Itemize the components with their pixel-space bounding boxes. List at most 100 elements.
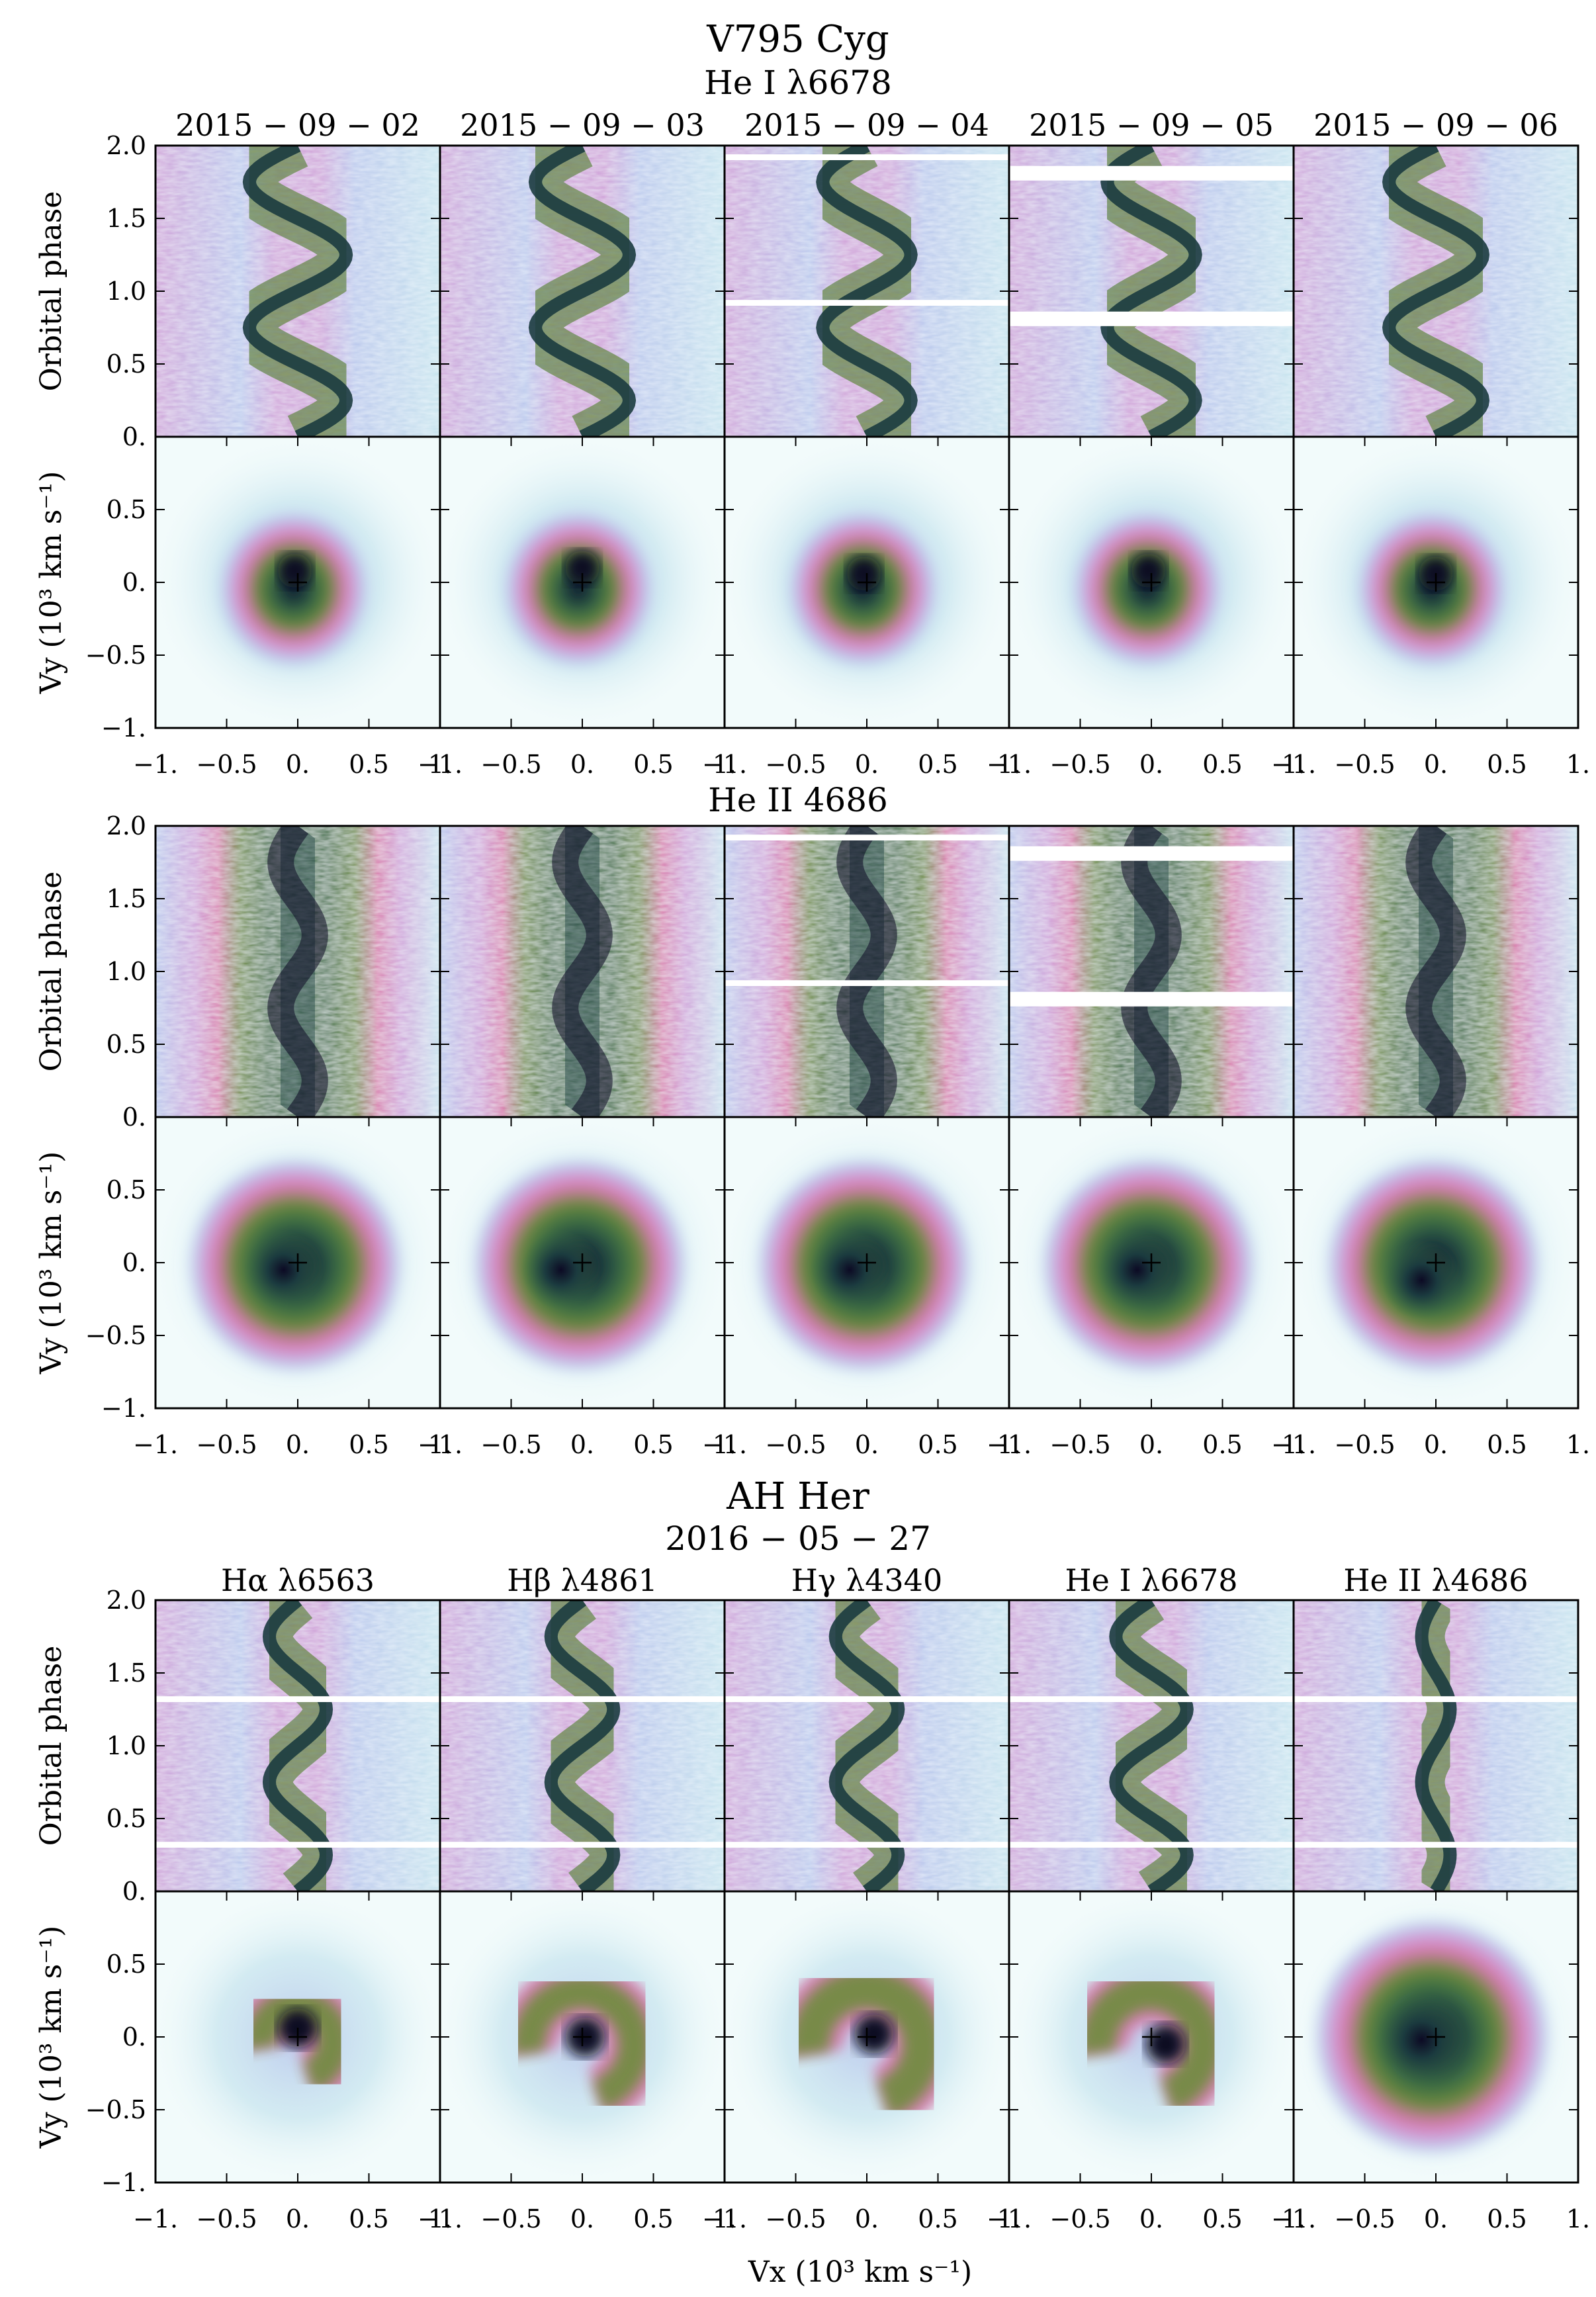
y-tick-label: 0. — [122, 1103, 146, 1132]
data-gap-bar — [155, 1842, 440, 1848]
x-tick-label: 1. — [1282, 750, 1306, 779]
s-wave-core — [1382, 146, 1490, 437]
x-tick-label: −0.5 — [1049, 1430, 1110, 1459]
y-tick-label: 0.5 — [107, 1950, 146, 1979]
y-axis-label-phase: Orbital phase — [34, 191, 68, 392]
x-tick-label: −1. — [702, 1430, 747, 1459]
doppler-map-panel — [725, 437, 1009, 728]
x-tick-label: −1. — [702, 2204, 747, 2233]
y-axis-label-phase: Orbital phase — [34, 1646, 68, 1846]
data-gap-bar — [1294, 1696, 1578, 1702]
trailed-spectrum-panel — [1009, 826, 1294, 1117]
arc-emission-inner — [512, 1975, 652, 2111]
data-gap-bar — [1294, 1842, 1578, 1848]
x-tick-label: −0.5 — [765, 2204, 826, 2233]
trailed-spectrum-panel — [155, 826, 440, 1117]
y-tick-label: −1. — [101, 713, 146, 743]
doppler-map-panel — [1009, 1891, 1294, 2183]
x-axis-label: Vx (10³ km s⁻¹) — [748, 2255, 972, 2289]
y-tick-label: −0.5 — [85, 2095, 146, 2124]
data-gap-bar — [440, 1842, 725, 1848]
x-tick-label: −0.5 — [196, 2204, 257, 2233]
x-tick-label: −0.5 — [1049, 750, 1110, 779]
s-wave-core — [267, 826, 328, 1117]
y-tick-label: 0. — [122, 2022, 146, 2051]
x-tick-label: −1. — [133, 2204, 178, 2233]
peak-emission — [1131, 553, 1166, 588]
peak-emission — [854, 2014, 894, 2054]
data-gap-bar — [1009, 846, 1294, 861]
y-tick-label: 1.0 — [107, 957, 146, 986]
doppler-map-panel — [440, 437, 725, 728]
trailed-spectrum-panel — [1009, 146, 1294, 437]
x-tick-label: 0. — [570, 2204, 594, 2233]
x-tick-label: 0.5 — [633, 2204, 673, 2233]
doppler-map-panel — [1294, 1891, 1578, 2183]
x-tick-label: 0. — [1424, 750, 1448, 779]
y-tick-label: 0.5 — [107, 1804, 146, 1833]
s-wave-core — [816, 146, 918, 437]
x-tick-label: 1. — [1282, 2204, 1306, 2233]
x-tick-label: 1. — [997, 750, 1021, 779]
x-tick-label: −0.5 — [480, 2204, 541, 2233]
x-tick-label: 0.5 — [1487, 750, 1527, 779]
x-tick-label: 0.5 — [918, 2204, 957, 2233]
x-tick-label: 0. — [1424, 2204, 1448, 2233]
x-tick-label: −1. — [418, 750, 463, 779]
arc-emission-inner — [1079, 1973, 1222, 2113]
y-tick-label: 0.5 — [107, 1175, 146, 1204]
x-tick-label: −0.5 — [765, 750, 826, 779]
x-tick-label: −1. — [1271, 2204, 1316, 2233]
data-gap-bar — [440, 1696, 725, 1702]
y-tick-label: 0.5 — [107, 495, 146, 524]
x-tick-label: 0.5 — [1202, 2204, 1242, 2233]
x-tick-label: −0.5 — [196, 1430, 257, 1459]
disc-emission — [1070, 509, 1225, 669]
trailed-spectrum-panel — [725, 826, 1009, 1117]
x-tick-label: 0.5 — [1202, 750, 1242, 779]
x-tick-label: 0. — [1424, 1430, 1448, 1459]
doppler-map-panel — [1294, 1117, 1578, 1408]
disc-emission — [501, 509, 656, 669]
x-tick-label: −1. — [987, 1430, 1032, 1459]
x-tick-label: −1. — [133, 1430, 178, 1459]
data-gap-bar — [725, 154, 1009, 160]
trailed-spectrum-panel — [440, 1600, 725, 1891]
title-ahher: AH Her — [726, 1475, 869, 1518]
peak-emission — [1375, 1993, 1468, 2087]
trailed-spectrum-panel — [440, 146, 725, 437]
x-tick-label: −0.5 — [765, 1430, 826, 1459]
x-tick-label: 0. — [570, 750, 594, 779]
y-tick-label: 1.0 — [107, 277, 146, 306]
x-tick-label: −1. — [1271, 750, 1316, 779]
x-tick-label: 0. — [286, 750, 310, 779]
x-tick-label: 0.5 — [633, 750, 673, 779]
x-tick-label: −1. — [133, 750, 178, 779]
doppler-map-panel — [1294, 437, 1578, 728]
x-tick-label: 1. — [713, 1430, 736, 1459]
data-gap-bar — [725, 834, 1009, 840]
x-tick-label: −0.5 — [1334, 750, 1395, 779]
x-tick-label: 0. — [286, 1430, 310, 1459]
data-gap-bar — [1009, 165, 1294, 181]
x-tick-label: 1. — [1566, 1430, 1590, 1459]
y-tick-label: 1.5 — [107, 1658, 146, 1688]
column-label: He II λ4686 — [1343, 1562, 1528, 1598]
column-label: 2015 − 09 − 03 — [460, 107, 705, 143]
x-tick-label: 0.5 — [349, 2204, 388, 2233]
y-axis-label-phase: Orbital phase — [34, 872, 68, 1072]
title-he1-6678: He I λ6678 — [704, 64, 892, 102]
x-tick-label: −0.5 — [1049, 2204, 1110, 2233]
x-tick-label: 1. — [428, 1430, 452, 1459]
disc-emission — [216, 509, 371, 669]
x-tick-label: 0.5 — [349, 1430, 388, 1459]
trailed-spectrum-panel — [725, 146, 1009, 437]
title-he2-4686: He II 4686 — [708, 781, 888, 819]
trailed-spectrum-panel — [1294, 146, 1578, 437]
y-tick-label: −0.5 — [85, 1321, 146, 1350]
s-wave-core — [1405, 826, 1466, 1117]
data-gap-bar — [725, 300, 1009, 306]
peak-emission — [244, 1230, 324, 1310]
x-tick-label: 0.5 — [918, 750, 957, 779]
y-tick-label: 2.0 — [107, 131, 146, 160]
